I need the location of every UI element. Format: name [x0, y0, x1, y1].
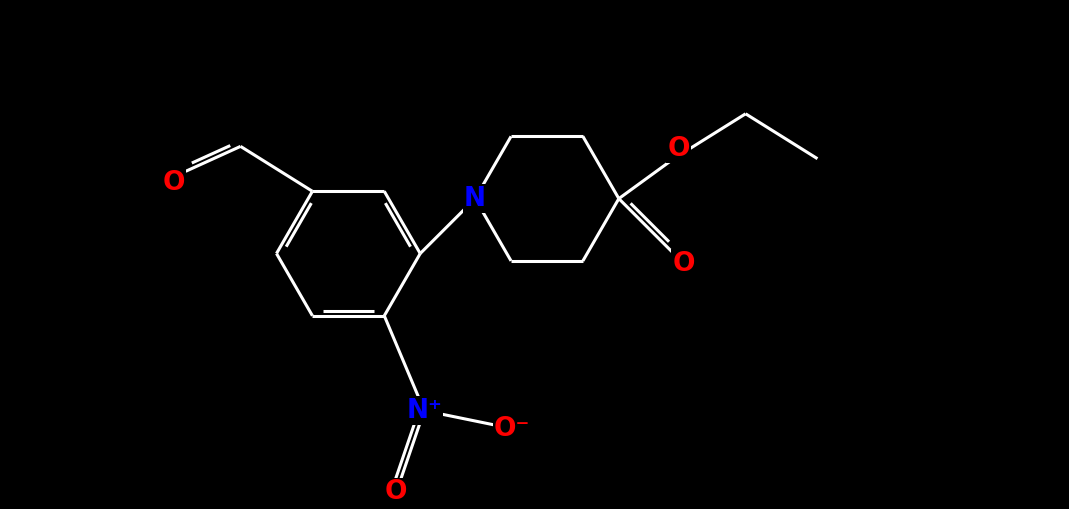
- Text: O⁻: O⁻: [494, 415, 530, 441]
- Text: O: O: [162, 171, 185, 196]
- Text: O: O: [672, 250, 695, 276]
- Text: O: O: [667, 136, 690, 162]
- Text: O: O: [385, 479, 407, 505]
- Text: N: N: [464, 186, 486, 212]
- Text: N⁺: N⁺: [406, 398, 443, 423]
